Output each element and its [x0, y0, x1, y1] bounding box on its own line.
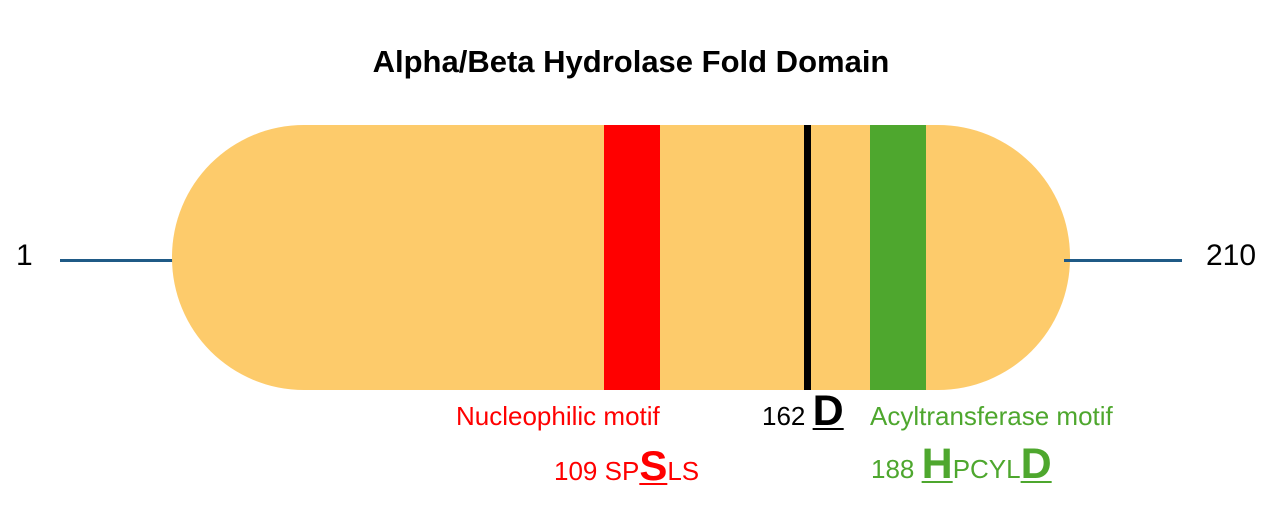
nucleophilic-seq-highlight: S [639, 442, 668, 489]
acyltransferase-seq-highlight-end: D [1020, 440, 1052, 488]
nucleophilic-seq-prefix: SP [604, 456, 640, 486]
acyltransferase-sequence: 188 HPCYLD [871, 443, 1052, 489]
protein-end-label: 210 [1206, 239, 1257, 272]
diagram-title: Alpha/Beta Hydrolase Fold Domain [372, 44, 890, 79]
nucleophilic-seq-suffix: LS [667, 456, 700, 486]
acyltransferase-motif-band [870, 125, 926, 390]
acyltransferase-motif-label: Acyltransferase motif [870, 401, 1113, 431]
nucleophilic-sequence: 109 SPSLS [554, 445, 700, 491]
protein-line-right [1064, 259, 1182, 262]
nucleophilic-motif-band [604, 125, 660, 390]
aspartate-position: 162 [762, 401, 806, 431]
aspartate-residue: D [812, 387, 844, 435]
acyltransferase-seq-middle: PCYL [952, 454, 1021, 484]
acyltransferase-position: 188 [871, 454, 915, 484]
hydrolase-domain [172, 125, 1070, 390]
nucleophilic-position: 109 [554, 456, 598, 486]
acyltransferase-seq-highlight: H [921, 440, 953, 488]
aspartate-162-marker [804, 125, 811, 390]
protein-line-left [60, 259, 176, 262]
nucleophilic-motif-label: Nucleophilic motif [456, 401, 660, 431]
protein-start-label: 1 [16, 239, 33, 272]
aspartate-residue-label: 162 D [762, 390, 844, 436]
